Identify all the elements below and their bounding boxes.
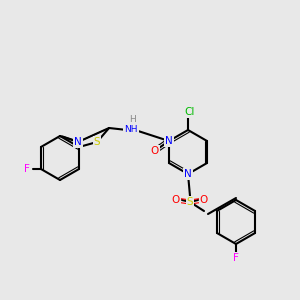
Text: Cl: Cl (185, 107, 195, 117)
Text: O: O (200, 195, 208, 205)
Text: S: S (187, 197, 193, 207)
Text: O: O (151, 146, 159, 156)
Text: N: N (74, 137, 82, 147)
Text: O: O (172, 195, 180, 205)
Text: N: N (184, 169, 192, 179)
Text: F: F (24, 164, 30, 174)
Text: NH: NH (124, 125, 138, 134)
Text: F: F (233, 253, 239, 263)
Text: N: N (165, 136, 173, 146)
Text: H: H (129, 116, 135, 124)
Text: S: S (94, 137, 100, 147)
